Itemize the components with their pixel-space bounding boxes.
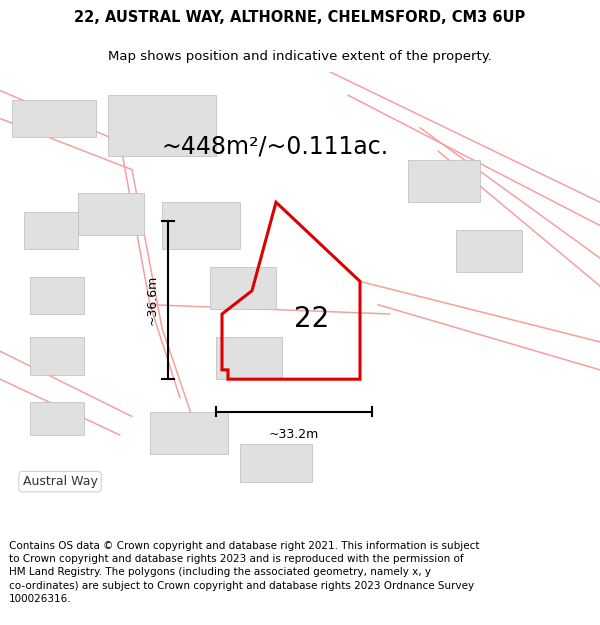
Bar	[78, 193, 144, 235]
Bar	[162, 202, 240, 249]
Bar	[30, 277, 84, 314]
Text: Austral Way: Austral Way	[23, 475, 97, 488]
Bar	[456, 230, 522, 272]
Bar	[30, 338, 84, 374]
Bar	[408, 161, 480, 202]
Bar	[30, 402, 84, 435]
Text: 22: 22	[295, 304, 329, 332]
Bar	[216, 338, 282, 379]
Bar	[210, 268, 276, 309]
Bar	[150, 412, 228, 454]
Text: ~33.2m: ~33.2m	[269, 428, 319, 441]
Bar	[240, 444, 312, 482]
Bar	[108, 95, 216, 156]
Text: ~448m²/~0.111ac.: ~448m²/~0.111ac.	[162, 134, 389, 158]
Bar	[12, 100, 96, 137]
Text: Map shows position and indicative extent of the property.: Map shows position and indicative extent…	[108, 49, 492, 62]
Text: Contains OS data © Crown copyright and database right 2021. This information is : Contains OS data © Crown copyright and d…	[9, 541, 479, 604]
Bar	[24, 211, 78, 249]
Text: 22, AUSTRAL WAY, ALTHORNE, CHELMSFORD, CM3 6UP: 22, AUSTRAL WAY, ALTHORNE, CHELMSFORD, C…	[74, 11, 526, 26]
Text: ~36.6m: ~36.6m	[146, 275, 159, 325]
